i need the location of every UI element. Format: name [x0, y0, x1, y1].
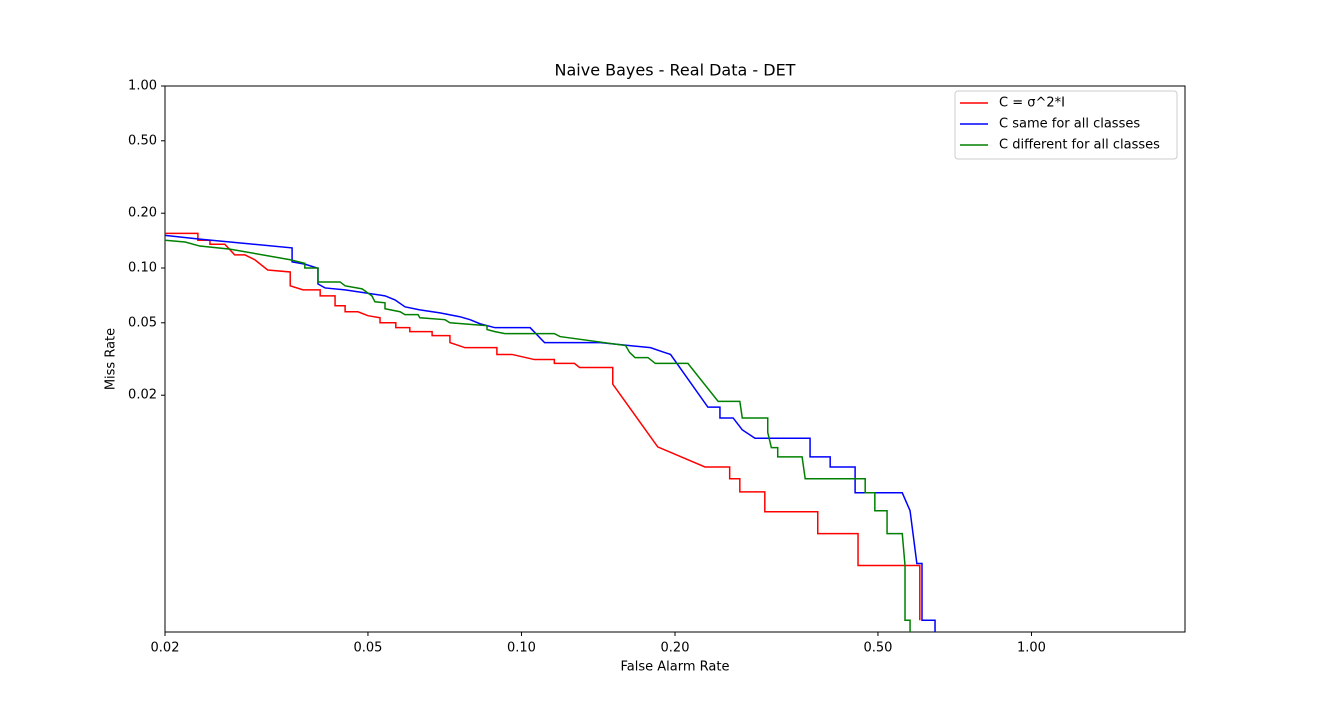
- chart-title: Naive Bayes - Real Data - DET: [555, 61, 796, 80]
- x-tick-label: 1.00: [1017, 641, 1046, 656]
- plot-frame: [164, 85, 1186, 633]
- series-line: [165, 234, 936, 632]
- series-line: [165, 239, 911, 632]
- legend-label: C different for all classes: [999, 138, 1160, 153]
- legend-label: C = σ^2*I: [999, 96, 1065, 111]
- x-tick-label: 0.20: [661, 641, 690, 656]
- y-tick-label: 0.50: [128, 133, 157, 148]
- y-tick-label: 0.20: [128, 206, 157, 221]
- x-axis-label: False Alarm Rate: [621, 660, 730, 675]
- y-tick-label: 0.05: [128, 315, 157, 330]
- y-axis-label: Miss Rate: [104, 328, 119, 390]
- series-line: [165, 232, 921, 621]
- x-tick-label: 0.10: [507, 641, 536, 656]
- x-tick-label: 0.05: [353, 641, 382, 656]
- y-tick-label: 1.00: [128, 79, 157, 94]
- y-tick-label: 0.02: [128, 388, 157, 403]
- x-tick-label: 0.02: [151, 641, 180, 656]
- y-tick-label: 0.10: [128, 261, 157, 276]
- legend-box: [954, 90, 1178, 160]
- x-tick-label: 0.50: [863, 641, 892, 656]
- plot-area: [165, 232, 936, 632]
- legend-label: C same for all classes: [999, 117, 1140, 132]
